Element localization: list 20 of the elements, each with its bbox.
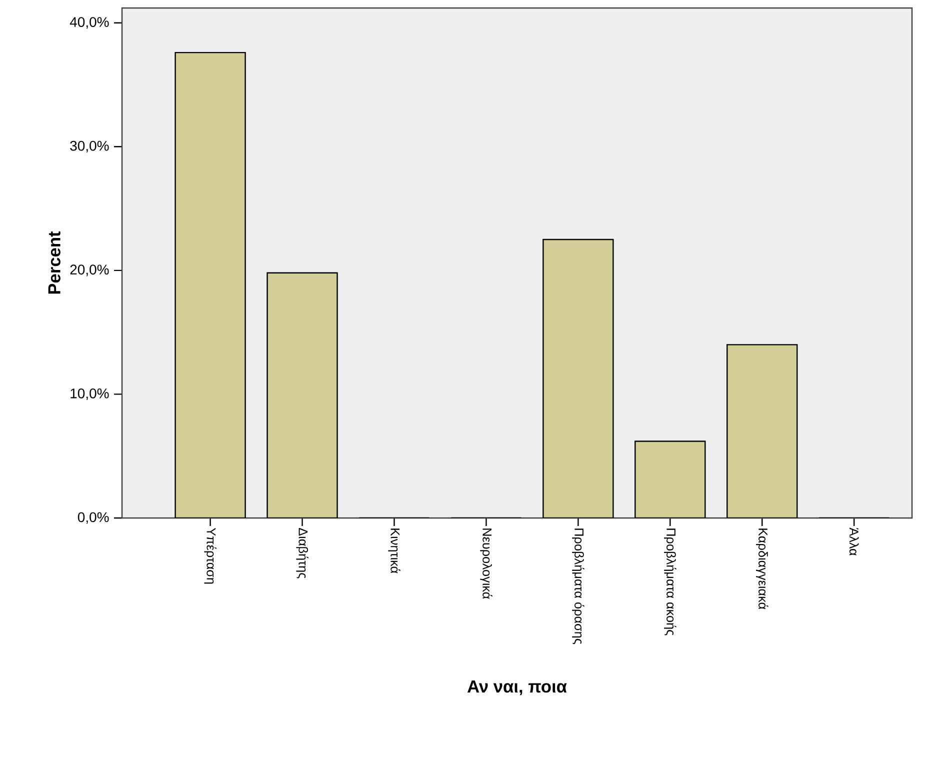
x-tick-label: Προβλήματα όρασης [572,528,584,644]
x-tick-label: Άλλα [849,528,859,556]
y-tick-label: 40,0% [70,17,109,29]
y-tick-label: 30,0% [70,140,109,152]
x-tick-label: Υπέρταση [204,528,216,584]
bar [543,239,614,518]
bar [727,344,798,518]
bar [267,272,338,518]
x-tick-label: Καρδιαγγειακά [756,528,768,610]
y-tick-label: 0,0% [78,512,109,524]
bar [175,52,246,518]
x-tick-label: Νευρολογικά [480,528,492,599]
y-tick-label: 10,0% [70,388,109,400]
bar [635,441,706,518]
y-tick-label: 20,0% [70,264,109,276]
x-axis-title: Αν ναι, ποια [467,680,567,696]
x-tick-label: Κινητικά [388,528,400,574]
x-tick-label: Προβλήματα ακοής [664,528,676,636]
x-tick-label: Διαβήτης [296,528,308,578]
y-axis-title: Percent [48,231,60,294]
